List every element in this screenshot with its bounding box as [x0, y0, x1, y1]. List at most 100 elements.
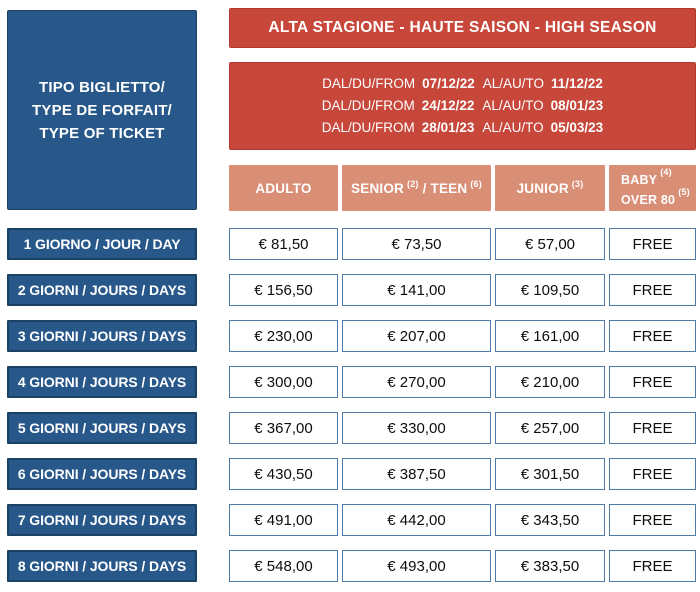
table-row: 7 GIORNI / JOURS / DAYS € 491,00 € 442,0… — [7, 504, 696, 536]
to-date: 05/03/23 — [550, 120, 604, 135]
column-header-senior-teen: SENIOR (2) / TEEN (6) — [342, 165, 491, 211]
price-cell-junior: € 210,00 — [495, 366, 605, 398]
row-prices: € 81,50 € 73,50 € 57,00 FREE — [229, 228, 696, 260]
price-cell-baby: FREE — [609, 320, 696, 352]
row-prices: € 491,00 € 442,00 € 343,50 FREE — [229, 504, 696, 536]
footnote-ref: (4) — [660, 166, 672, 177]
row-prices: € 156,50 € 141,00 € 109,50 FREE — [229, 274, 696, 306]
duration-label: 7 GIORNI / JOURS / DAYS — [17, 512, 187, 528]
row-prices: € 230,00 € 207,00 € 161,00 FREE — [229, 320, 696, 352]
row-label-duration: 2 GIORNI / JOURS / DAYS — [7, 274, 197, 306]
table-row: 4 GIORNI / JOURS / DAYS € 300,00 € 270,0… — [7, 366, 696, 398]
price-cell-adulto: € 430,50 — [229, 458, 338, 490]
row-prices: € 300,00 € 270,00 € 210,00 FREE — [229, 366, 696, 398]
to-label: AL/AU/TO — [482, 98, 544, 113]
price-cell-adulto: € 491,00 — [229, 504, 338, 536]
ticket-type-line-en: TYPE OF TICKET — [39, 124, 165, 142]
table-row: 1 GIORNO / JOUR / DAY € 81,50 € 73,50 € … — [7, 228, 696, 260]
row-label-duration: 8 GIORNI / JOURS / DAYS — [7, 550, 197, 582]
price-cell-adulto: € 230,00 — [229, 320, 338, 352]
duration-label: 2 GIORNI / JOURS / DAYS — [17, 282, 187, 298]
footnote-ref: (2) — [407, 179, 419, 189]
from-date: 07/12/22 — [422, 76, 475, 91]
price-cell-junior: € 257,00 — [495, 412, 605, 444]
to-label: AL/AU/TO — [482, 120, 544, 135]
from-label: DAL/DU/FROM — [322, 76, 416, 91]
price-cell-baby: FREE — [609, 458, 696, 490]
column-header-label: SENIOR — [351, 180, 405, 196]
price-cell-baby: FREE — [609, 550, 696, 582]
season-dates-box: DAL/DU/FROM 07/12/22 AL/AU/TO 11/12/22 DAL/… — [229, 62, 696, 150]
row-label-duration: 3 GIORNI / JOURS / DAYS — [7, 320, 197, 352]
season-period-2: DAL/DU/FROM 24/12/22 AL/AU/TO 08/01/23 — [322, 95, 603, 117]
price-cell-senior-teen: € 330,00 — [342, 412, 491, 444]
price-rows: 1 GIORNO / JOUR / DAY € 81,50 € 73,50 € … — [7, 228, 696, 582]
price-cell-senior-teen: € 207,00 — [342, 320, 491, 352]
row-prices: € 367,00 € 330,00 € 257,00 FREE — [229, 412, 696, 444]
row-prices: € 430,50 € 387,50 € 301,50 FREE — [229, 458, 696, 490]
ticket-type-box: TIPO BIGLIETTO/ TYPE DE FORFAIT/ TYPE OF… — [7, 10, 197, 210]
duration-label: 1 GIORNO / JOUR / DAY — [23, 236, 181, 252]
duration-label: 6 GIORNI / JOURS / DAYS — [17, 466, 187, 482]
table-row: 3 GIORNI / JOURS / DAYS € 230,00 € 207,0… — [7, 320, 696, 352]
column-header-label: OVER 80 — [621, 193, 676, 208]
table-row: 5 GIORNI / JOURS / DAYS € 367,00 € 330,0… — [7, 412, 696, 444]
column-header-label: BABY — [621, 173, 658, 187]
price-cell-junior: € 109,50 — [495, 274, 605, 306]
price-cell-senior-teen: € 73,50 — [342, 228, 491, 260]
price-cell-baby: FREE — [609, 412, 696, 444]
duration-label: 4 GIORNI / JOURS / DAYS — [17, 374, 187, 390]
column-header-label: JUNIOR — [516, 180, 569, 196]
price-cell-adulto: € 156,50 — [229, 274, 338, 306]
to-date: 11/12/22 — [551, 76, 603, 91]
duration-label: 8 GIORNI / JOURS / DAYS — [17, 558, 187, 574]
table-row: 8 GIORNI / JOURS / DAYS € 548,00 € 493,0… — [7, 550, 696, 582]
price-cell-senior-teen: € 387,50 — [342, 458, 491, 490]
footnote-ref: (5) — [678, 187, 690, 197]
price-cell-adulto: € 367,00 — [229, 412, 338, 444]
duration-label: 5 GIORNI / JOURS / DAYS — [17, 420, 187, 436]
footnote-ref: (6) — [470, 179, 482, 189]
table-row: 6 GIORNI / JOURS / DAYS € 430,50 € 387,5… — [7, 458, 696, 490]
price-cell-senior-teen: € 270,00 — [342, 366, 491, 398]
price-cell-junior: € 161,00 — [495, 320, 605, 352]
column-header-line: BABY(4) — [621, 166, 672, 188]
column-header-line: OVER 80(5) — [621, 187, 690, 208]
season-period-1: DAL/DU/FROM 07/12/22 AL/AU/TO 11/12/22 — [322, 73, 603, 95]
from-date: 24/12/22 — [421, 98, 475, 113]
price-cell-junior: € 57,00 — [495, 228, 605, 260]
row-label-duration: 4 GIORNI / JOURS / DAYS — [7, 366, 197, 398]
ticket-type-line-fr: TYPE DE FORFAIT/ — [32, 101, 172, 119]
duration-label: 3 GIORNI / JOURS / DAYS — [17, 328, 187, 344]
column-headers: ADULTO SENIOR (2) / TEEN (6) JUNIOR (3) BABY… — [229, 165, 696, 211]
from-date: 28/01/23 — [421, 120, 475, 135]
to-date: 08/01/23 — [550, 98, 604, 113]
price-cell-senior-teen: € 141,00 — [342, 274, 491, 306]
price-cell-senior-teen: € 493,00 — [342, 550, 491, 582]
price-cell-adulto: € 300,00 — [229, 366, 338, 398]
price-cell-junior: € 383,50 — [495, 550, 605, 582]
price-cell-junior: € 343,50 — [495, 504, 605, 536]
season-banner: ALTA STAGIONE - HAUTE SAISON - HIGH SEAS… — [229, 8, 696, 48]
ticket-type-line-it: TIPO BIGLIETTO/ — [38, 78, 166, 96]
price-cell-adulto: € 548,00 — [229, 550, 338, 582]
season-period-3: DAL/DU/FROM 28/01/23 AL/AU/TO 05/03/23 — [322, 117, 603, 139]
row-prices: € 548,00 € 493,00 € 383,50 FREE — [229, 550, 696, 582]
column-header-label: / TEEN — [422, 180, 468, 196]
to-label: AL/AU/TO — [482, 76, 545, 91]
price-cell-baby: FREE — [609, 504, 696, 536]
row-label-duration: 7 GIORNI / JOURS / DAYS — [7, 504, 197, 536]
price-cell-baby: FREE — [609, 274, 696, 306]
column-header-label: ADULTO — [255, 180, 312, 196]
price-cell-adulto: € 81,50 — [229, 228, 338, 260]
price-cell-junior: € 301,50 — [495, 458, 605, 490]
row-label-duration: 5 GIORNI / JOURS / DAYS — [7, 412, 197, 444]
row-label-duration: 1 GIORNO / JOUR / DAY — [7, 228, 197, 260]
table-row: 2 GIORNI / JOURS / DAYS € 156,50 € 141,0… — [7, 274, 696, 306]
footnote-ref: (3) — [571, 179, 584, 189]
price-cell-senior-teen: € 442,00 — [342, 504, 491, 536]
from-label: DAL/DU/FROM — [321, 98, 415, 113]
column-header-junior: JUNIOR (3) — [495, 165, 605, 211]
from-label: DAL/DU/FROM — [321, 120, 415, 135]
